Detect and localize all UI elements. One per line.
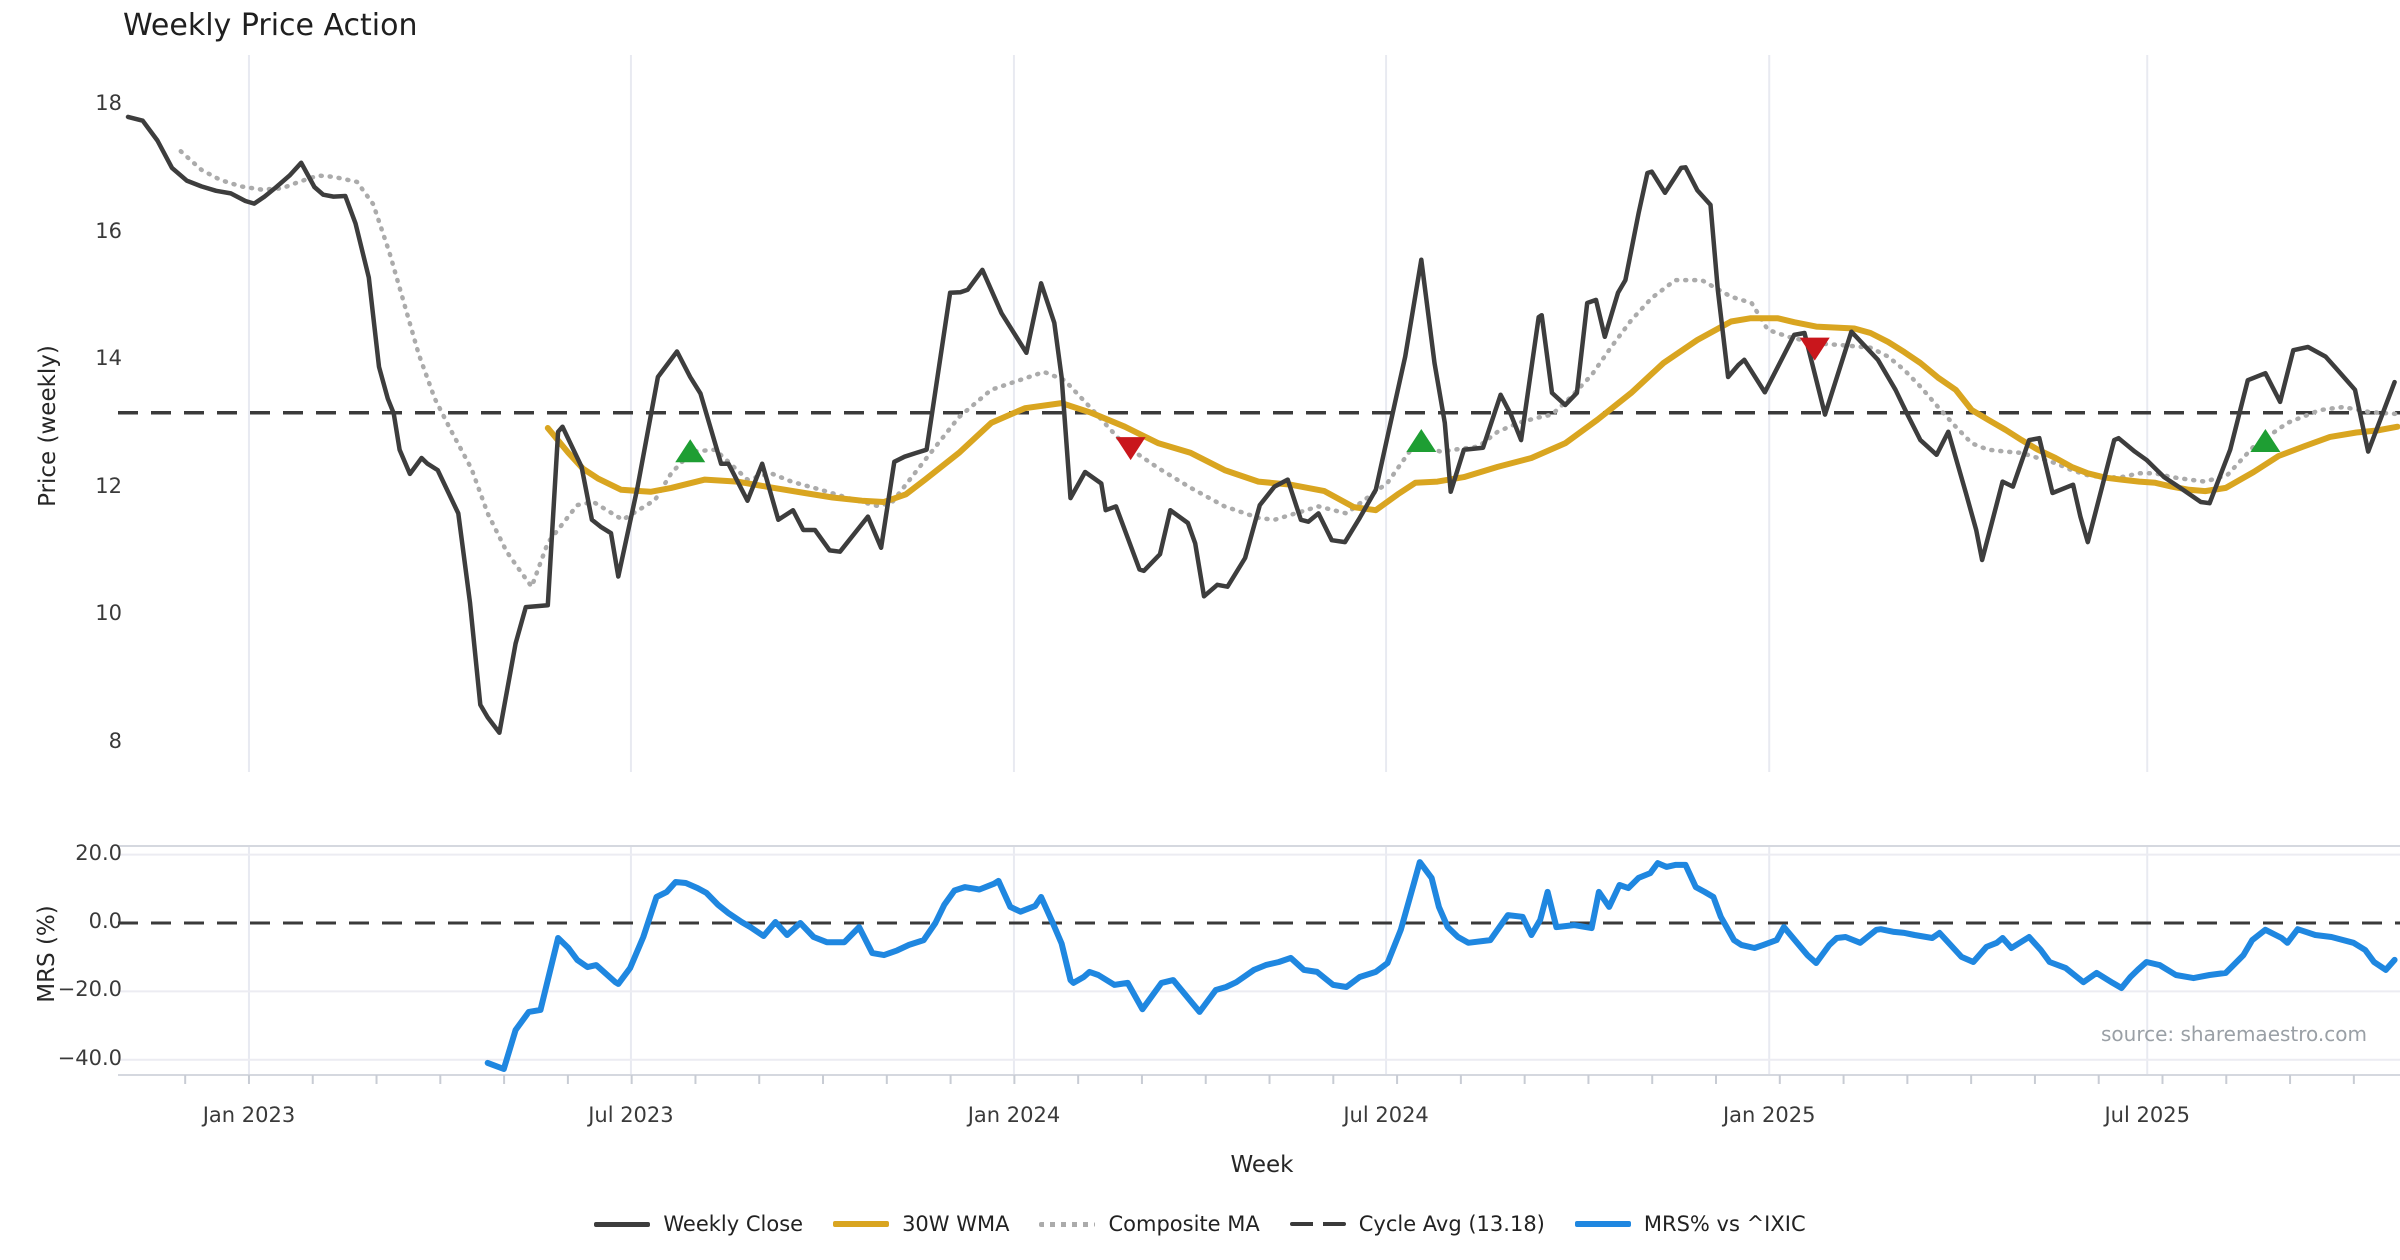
sell-signal-marker-icon <box>1799 337 1830 361</box>
mrs-tick-n20: −20.0 <box>57 977 122 1002</box>
price-tick-12: 12 <box>95 473 122 498</box>
cycle-avg-dashed-swatch-icon <box>1289 1222 1346 1226</box>
composite-ma-line <box>178 149 2400 589</box>
sell-signal-marker-icon <box>1115 437 1146 461</box>
price-tick-8: 8 <box>108 728 122 753</box>
mrs-line-swatch-icon <box>1574 1221 1631 1227</box>
x-tick-jan-2023: Jan 2023 <box>202 1103 296 1127</box>
chart-title: Weekly Price Action <box>123 8 418 43</box>
weekly-close-line-swatch-icon <box>594 1221 651 1227</box>
x-tick-jan-2024: Jan 2024 <box>967 1103 1061 1127</box>
x-tick-jul-2024: Jul 2024 <box>1343 1103 1429 1127</box>
price-tick-14: 14 <box>95 346 122 371</box>
composite-ma-dotted-swatch-icon <box>1039 1221 1096 1227</box>
legend-item-composite-ma: Composite MA <box>1039 1212 1260 1236</box>
mrs-tick-0: 0.0 <box>88 909 122 933</box>
x-tick-jan-2025: Jan 2025 <box>1722 1103 1816 1127</box>
price-tick-10: 10 <box>95 601 122 626</box>
buy-signal-marker-icon <box>1406 429 1437 453</box>
mrs-axis-label: MRS (%) <box>34 905 60 1003</box>
source-credit: source: sharemaestro.com <box>2101 1022 2367 1046</box>
legend-label: 30W WMA <box>902 1212 1010 1236</box>
buy-signal-marker-icon <box>2250 429 2281 453</box>
legend-label: Cycle Avg (13.18) <box>1358 1212 1545 1236</box>
x-tick-jul-2023: Jul 2023 <box>588 1103 674 1127</box>
x-axis-label: Week <box>1230 1152 1294 1178</box>
weekly-close-line <box>125 114 2397 735</box>
x-tick-jul-2025: Jul 2025 <box>2104 1103 2190 1127</box>
legend-item-cycle-avg: Cycle Avg (13.18) <box>1289 1212 1545 1236</box>
legend-item-30w-wma: 30W WMA <box>833 1212 1009 1236</box>
legend: Weekly Close 30W WMA Composite MA Cycle … <box>0 1212 2400 1236</box>
price-tick-16: 16 <box>95 218 122 243</box>
legend-item-mrs: MRS% vs ^IXIC <box>1574 1212 1806 1236</box>
buy-signal-marker-icon <box>675 439 706 463</box>
legend-label: MRS% vs ^IXIC <box>1643 1212 1806 1236</box>
wma-line <box>544 315 2400 514</box>
mrs-tick-20: 20.0 <box>75 840 122 865</box>
legend-label: Composite MA <box>1108 1212 1260 1236</box>
price-tick-18: 18 <box>95 91 122 116</box>
wma-line-swatch-icon <box>833 1221 890 1227</box>
mrs-line <box>484 859 2398 1072</box>
legend-item-weekly-close: Weekly Close <box>594 1212 803 1236</box>
legend-label: Weekly Close <box>663 1212 804 1236</box>
mrs-tick-n40: −40.0 <box>57 1045 122 1070</box>
